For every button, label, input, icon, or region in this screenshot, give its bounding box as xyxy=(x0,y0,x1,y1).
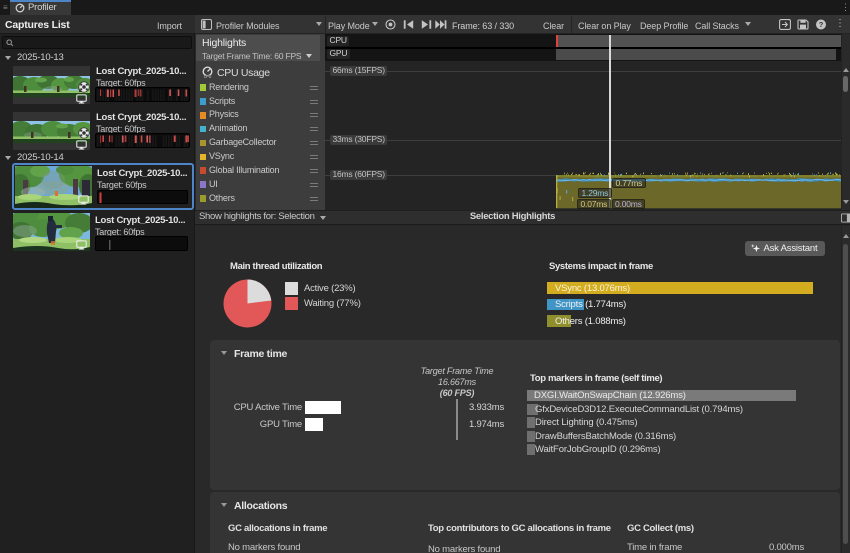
svg-text:CPU: CPU xyxy=(204,75,212,79)
svg-text:?: ? xyxy=(819,20,824,29)
